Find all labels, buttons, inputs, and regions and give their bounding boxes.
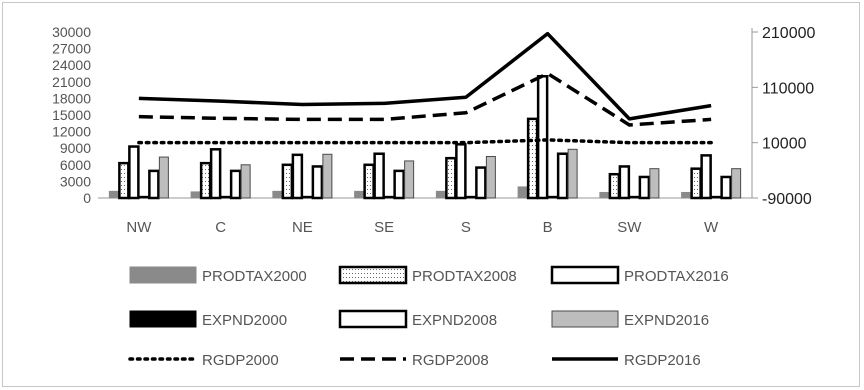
legend-label: EXPND2000 [202,312,287,329]
left-tick-label: 27000 [52,41,91,57]
bar-expnd2008 [148,169,160,200]
x-category-label: NW [126,219,152,236]
legend-label: RGDP2000 [202,352,279,369]
left-tick-label: 9000 [60,140,91,156]
bar-expnd2016 [649,168,660,199]
x-category-label: B [543,219,553,236]
left-axis: 0300060009000120001500018000210002400027… [52,24,91,206]
right-tick-label: 10000 [762,136,807,153]
x-category-label: SE [374,219,394,236]
left-tick-label: 30000 [52,24,91,40]
bar-expnd2016 [404,160,415,199]
left-tick-label: 3000 [60,173,91,189]
bar-prodtax2000 [108,190,119,199]
legend-label: EXPND2016 [624,312,709,329]
bar-series-group [108,75,742,200]
line-rgdp2016 [138,31,712,121]
legend-swatch-prodtax2000 [129,266,197,284]
legend-label: PRODTAX2008 [412,268,517,285]
x-category-label: S [461,219,471,236]
right-axis: -90000 10000 110000 210000 [751,25,815,208]
bar-prodtax2008 [526,117,539,200]
legend-label: RGDP2008 [412,352,489,369]
line-rgdp2000 [137,138,713,145]
bar-expnd2000 [220,195,231,199]
left-tick-label: 15000 [52,107,91,123]
bar-expnd2016 [567,148,578,199]
legend-swatch-expnd2000 [129,310,197,328]
bar-expnd2000 [465,195,476,199]
bar-prodtax2000 [599,191,610,199]
bar-expnd2000 [547,195,558,199]
legend-label: PRODTAX2000 [202,268,307,285]
legend-label: EXPND2008 [412,312,497,329]
legend-label: PRODTAX2016 [624,268,729,285]
bar-expnd2016 [158,156,169,199]
bar-expnd2008 [720,175,732,200]
bar-expnd2000 [384,195,395,199]
x-category-label: NE [292,219,313,236]
bar-expnd2000 [711,195,722,199]
bar-prodtax2016 [536,75,549,200]
x-axis: NW C NE SE S B SW W [98,197,752,236]
left-tick-label: 24000 [52,57,91,73]
bar-prodtax2008 [281,163,294,200]
bar-expnd2016 [322,153,333,199]
bar-prodtax2000 [517,186,528,199]
bar-prodtax2016 [291,153,304,200]
bar-prodtax2016 [209,148,222,200]
bar-prodtax2008 [199,161,212,200]
bar-expnd2000 [629,195,640,199]
bar-expnd2008 [229,169,242,200]
left-tick-label: 0 [83,190,91,206]
bar-expnd2016 [731,168,742,199]
legend-label: RGDP2016 [624,352,701,369]
right-tick-label: -90000 [762,191,812,208]
bar-prodtax2008 [363,163,375,200]
x-category-label: W [704,219,719,236]
bar-prodtax2016 [373,152,385,200]
bar-prodtax2008 [118,161,130,200]
left-tick-label: 6000 [60,157,91,173]
bar-expnd2008 [393,169,405,200]
x-category-label: C [215,219,226,236]
x-category-label: SW [617,219,642,236]
left-tick-label: 18000 [52,90,91,106]
legend: PRODTAX2000 PRODTAX2008 PRODTAX2016 EXPND20… [128,265,729,369]
bar-prodtax2000 [272,190,283,199]
bar-expnd2016 [240,164,251,199]
bar-expnd2000 [302,195,313,199]
left-tick-label: 21000 [52,74,91,90]
bar-prodtax2008 [690,167,702,200]
bar-prodtax2000 [354,190,365,199]
bar-expnd2016 [485,156,496,199]
bar-expnd2000 [138,195,149,199]
bar-expnd2008 [311,165,324,200]
legend-swatch-prodtax2008 [338,265,408,285]
line-series-group [137,31,713,145]
legend-swatch-prodtax2016 [550,265,620,285]
bar-prodtax2016 [455,143,467,200]
bar-prodtax2016 [128,145,140,200]
right-tick-label: 210000 [762,25,815,42]
bar-prodtax2000 [681,191,692,199]
right-tick-label: 110000 [762,80,814,97]
bar-prodtax2016 [618,165,631,200]
bar-expnd2008 [475,166,487,200]
bar-expnd2008 [556,152,569,200]
bar-prodtax2016 [700,154,712,200]
legend-swatch-expnd2008 [338,309,408,329]
left-tick-label: 12000 [52,124,91,140]
bar-prodtax2008 [445,156,457,200]
legend-swatch-expnd2016 [551,310,619,328]
bar-prodtax2008 [608,172,621,200]
line-rgdp2008 [138,71,712,127]
bar-prodtax2000 [190,191,201,199]
bar-expnd2008 [638,175,651,200]
bar-prodtax2000 [435,190,446,199]
